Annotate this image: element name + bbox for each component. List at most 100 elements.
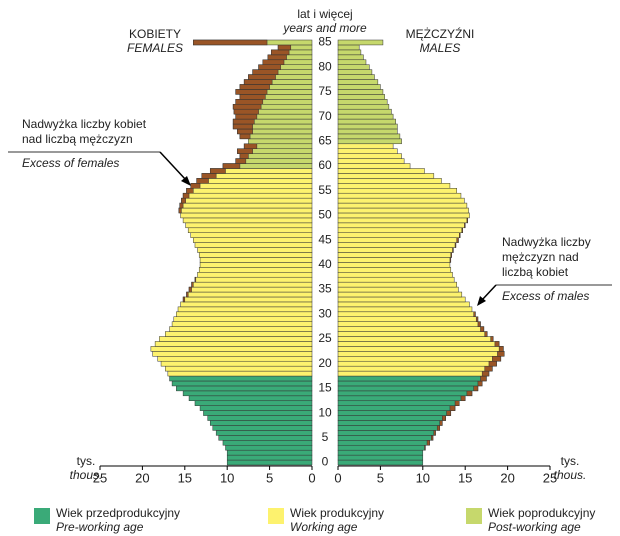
male-bar xyxy=(337,301,470,308)
unit-en: thous. xyxy=(70,468,103,482)
excess-females xyxy=(191,281,194,288)
female-bar xyxy=(169,375,313,382)
excess-males xyxy=(484,331,488,337)
male-bar xyxy=(337,316,479,322)
unit: tys. xyxy=(77,454,96,468)
excess-females xyxy=(239,153,249,159)
male-bar xyxy=(337,232,461,238)
female-bar xyxy=(171,380,313,387)
male-bar xyxy=(337,365,493,372)
excess-males xyxy=(450,252,452,258)
excess-females xyxy=(277,44,292,51)
male-bar xyxy=(337,123,398,130)
excess-females xyxy=(222,163,241,169)
male-bar xyxy=(337,133,401,140)
age-label: 80 xyxy=(318,59,332,73)
male-bar xyxy=(337,158,405,164)
male-bar xyxy=(337,291,463,298)
male-bar xyxy=(337,296,466,303)
female-bar xyxy=(179,202,313,209)
male-bar xyxy=(337,321,481,327)
female-bar xyxy=(180,212,313,219)
excess-males xyxy=(459,232,461,238)
male-bar xyxy=(337,89,384,95)
excess-females xyxy=(194,276,197,283)
male-bar xyxy=(337,74,375,80)
female-bar xyxy=(182,192,313,199)
legend-label-en: Post-working age xyxy=(488,520,581,534)
excess-females xyxy=(267,54,287,61)
x-tick-label: 5 xyxy=(377,470,384,485)
female-bar xyxy=(169,326,313,332)
excess-females xyxy=(232,103,262,110)
excess-females xyxy=(233,108,259,115)
unit-en: thous. xyxy=(554,468,587,482)
age-label: 55 xyxy=(318,183,332,197)
annotation: mężczyzn nad xyxy=(502,250,579,264)
legend-swatch xyxy=(34,508,50,524)
male-bar xyxy=(337,222,466,229)
annotation: nad liczbą mężczyzn xyxy=(22,132,133,146)
excess-females xyxy=(190,183,201,189)
excess-males xyxy=(488,360,497,367)
female-bar xyxy=(178,207,313,214)
male-bar xyxy=(337,331,488,337)
arrow-head xyxy=(181,176,191,186)
excess-females xyxy=(186,291,189,298)
female-bar xyxy=(226,449,313,456)
male-bar xyxy=(337,84,381,90)
age-label: 20 xyxy=(318,356,332,370)
male-bar xyxy=(337,69,373,75)
x-tick-label: 15 xyxy=(178,470,192,485)
excess-females xyxy=(243,79,273,85)
male-bar xyxy=(337,79,379,85)
female-bar xyxy=(187,227,313,233)
age-label: 85 xyxy=(318,35,332,49)
legend-swatch xyxy=(466,508,482,524)
male-bar xyxy=(337,59,367,65)
annotation: Nadwyżka liczby kobiet xyxy=(22,117,147,131)
male-bar xyxy=(337,113,394,120)
annotation-en: Excess of males xyxy=(502,289,589,303)
female-bar xyxy=(186,188,313,194)
male-bar xyxy=(337,459,424,466)
left-label: KOBIETY xyxy=(129,27,181,41)
female-bar xyxy=(154,341,313,347)
male-bar xyxy=(337,178,442,184)
excess-males xyxy=(477,380,483,387)
x-tick-label: 20 xyxy=(500,470,514,485)
excess-males xyxy=(426,440,430,446)
age-label: 30 xyxy=(318,306,332,320)
male-bar xyxy=(337,272,453,278)
female-bar xyxy=(226,459,313,466)
male-bar xyxy=(337,449,424,456)
excess-males xyxy=(494,341,500,347)
female-bar xyxy=(152,351,313,357)
excess-females xyxy=(196,178,209,184)
female-bar xyxy=(191,281,313,288)
excess-males xyxy=(449,405,456,411)
x-tick-label: 5 xyxy=(266,470,273,485)
female-bar xyxy=(171,321,313,327)
male-bar xyxy=(337,237,459,243)
male-bar xyxy=(337,247,454,253)
male-bar xyxy=(337,138,402,145)
arrow xyxy=(159,151,187,181)
female-bar xyxy=(190,183,313,189)
female-bar xyxy=(201,173,313,179)
female-bar xyxy=(197,247,313,253)
excess-females xyxy=(186,188,194,194)
age-label: 60 xyxy=(318,158,332,172)
excess-males xyxy=(484,365,493,372)
male-bar xyxy=(337,405,456,411)
age-label: 70 xyxy=(318,109,332,123)
male-bar xyxy=(337,143,394,149)
arrow xyxy=(481,284,497,301)
male-bar xyxy=(337,400,460,406)
female-bar xyxy=(225,444,313,451)
excess-females xyxy=(235,89,268,95)
male-bar xyxy=(337,351,505,357)
excess-females xyxy=(178,207,182,214)
male-bar xyxy=(337,64,370,70)
age-label: 35 xyxy=(318,282,332,296)
